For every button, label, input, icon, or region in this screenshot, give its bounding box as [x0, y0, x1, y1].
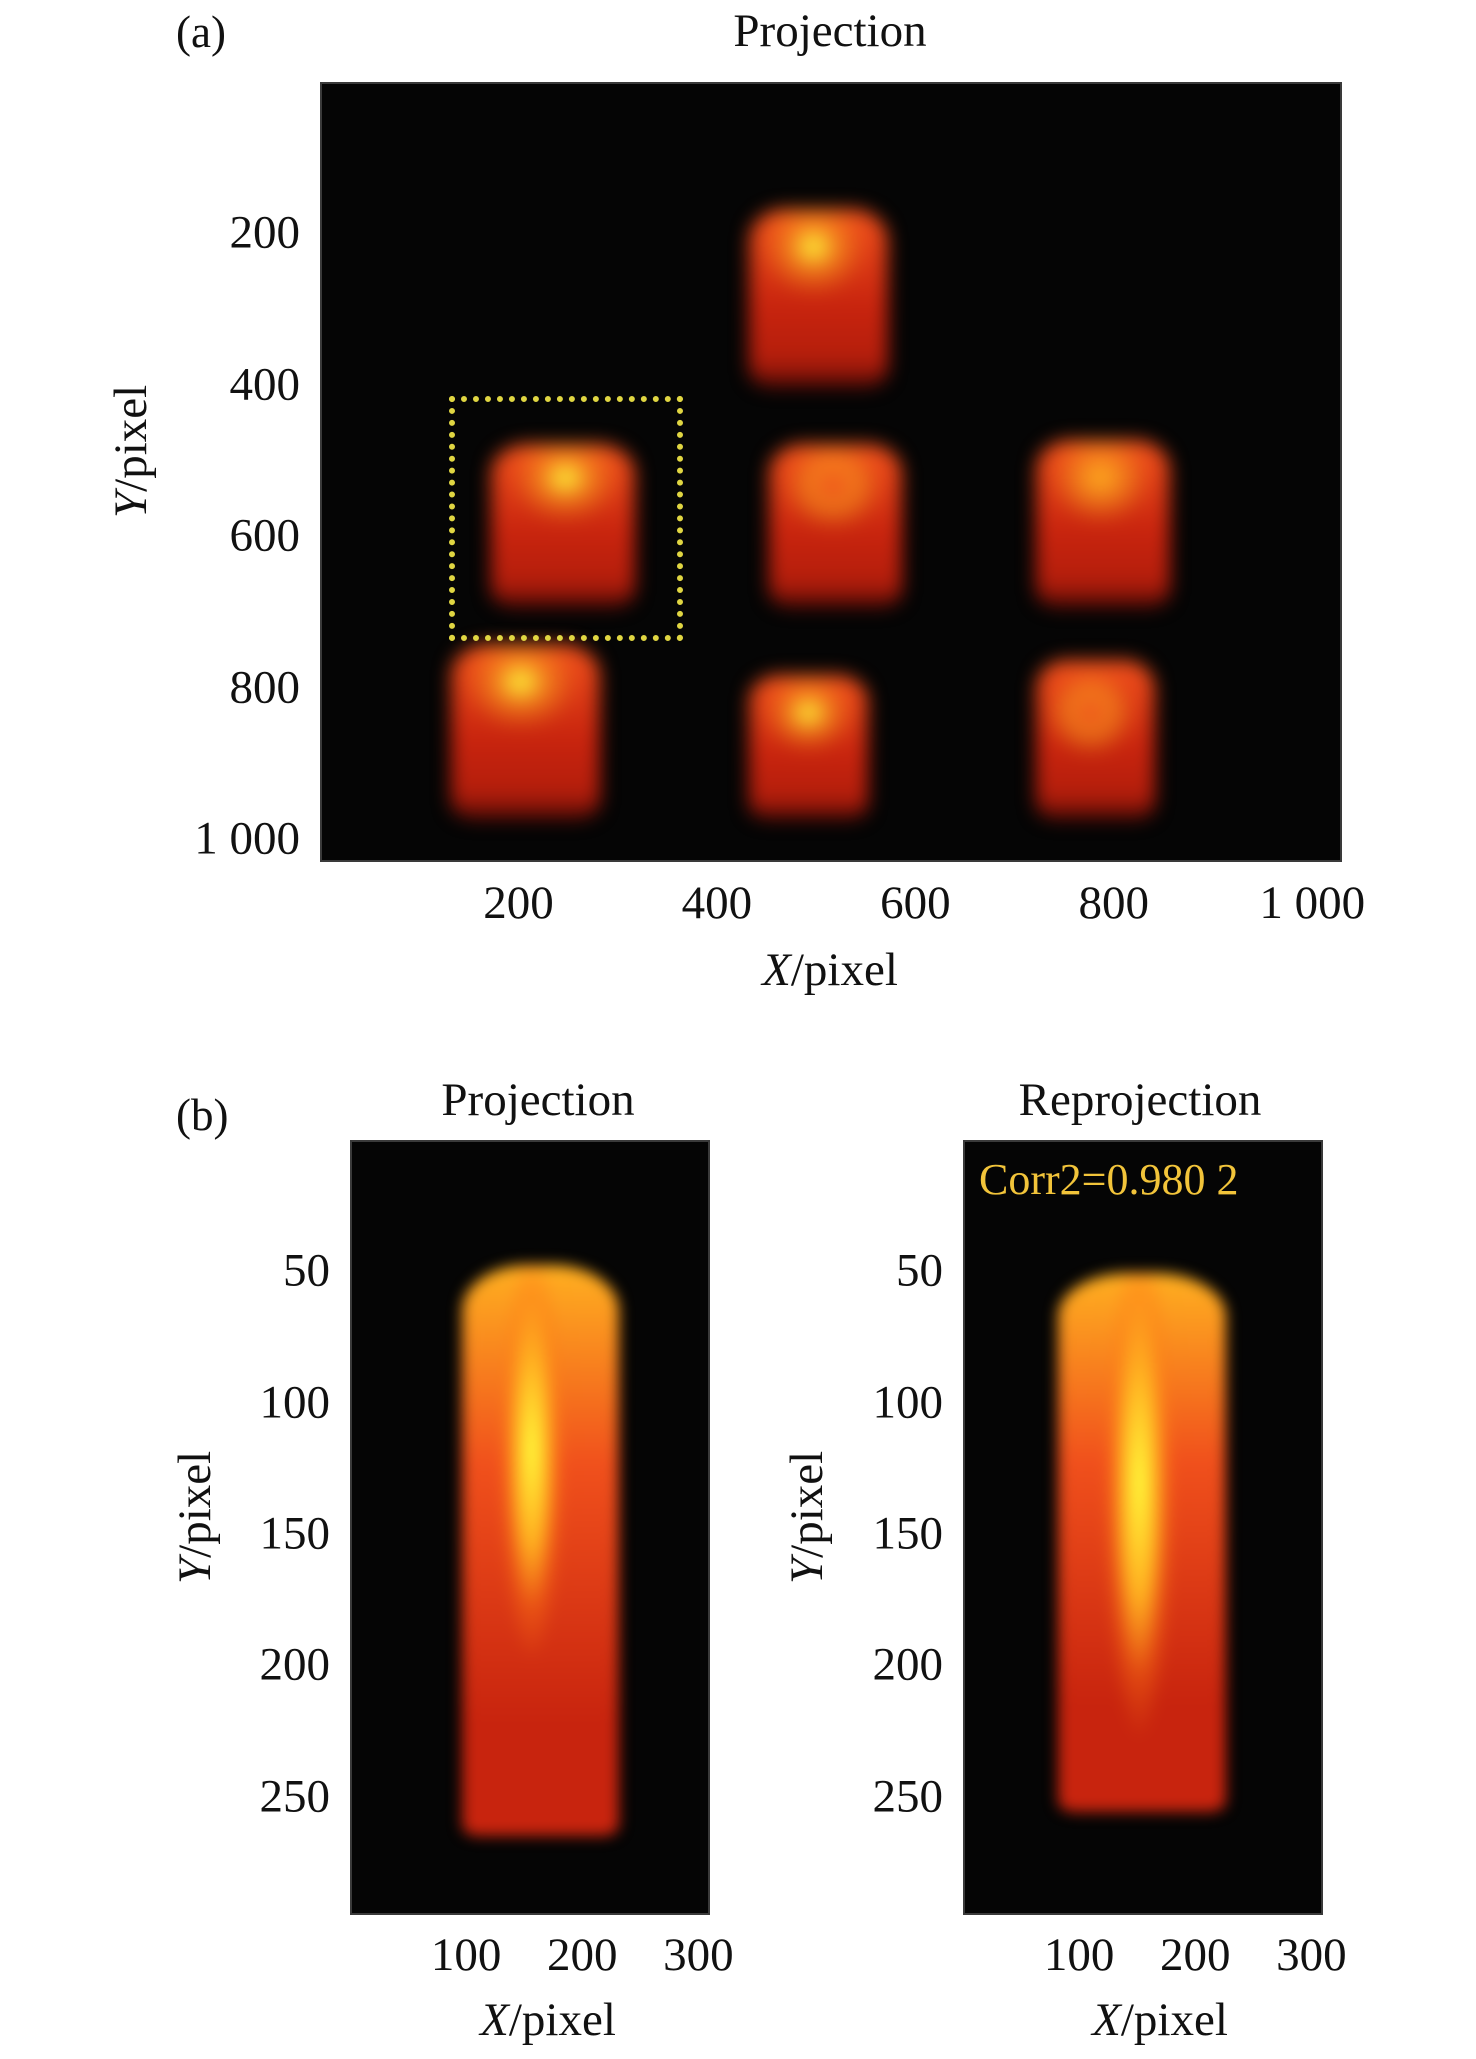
chart-a-x-tick-label: 600	[880, 877, 951, 929]
chart-b-left-y-tick-label: 50	[283, 1244, 330, 1297]
chart-b-left-plot-area	[350, 1140, 710, 1915]
chart-b-right-blob-source	[1057, 1273, 1227, 1812]
chart-a-blob-middle-right	[1036, 439, 1171, 607]
chart-b-right-x-tick-label: 200	[1160, 1929, 1231, 1981]
chart-b-left-x-axis-label: X/pixel	[480, 1997, 616, 2044]
chart-b-left-y-axis-unit: /pixel	[169, 1450, 221, 1558]
chart-b-left-y-axis-label: Y/pixel	[169, 1450, 221, 1584]
chart-a-plot-area	[320, 82, 1342, 862]
chart-a-x-axis-unit: /pixel	[790, 944, 898, 996]
chart-b-right-x-axis-var: X	[1092, 1994, 1121, 2046]
chart-a-blob-top-center	[748, 208, 888, 387]
chart-b-right-x-axis-unit: /pixel	[1120, 1994, 1228, 2046]
chart-b-left-x-axis-var: X	[480, 1994, 509, 2046]
chart-a-x-axis-var: X	[762, 944, 791, 996]
chart-b-left-y-tick-label: 150	[259, 1507, 331, 1560]
chart-a-x-tick-label: 800	[1078, 877, 1150, 929]
chart-b-left-x-tick-label: 100	[430, 1929, 502, 1981]
chart-a-x-tick-label: 200	[483, 877, 554, 929]
chart-b-right-x-tick-label: 100	[1043, 1929, 1115, 1981]
chart-a-blob-middle-center	[768, 443, 903, 607]
chart-b-left-title: Projection	[441, 1074, 635, 1126]
chart-a-y-tick-label: 1 000	[194, 812, 300, 865]
chart-b-right-correlation-annotation: Corr2=0.980 2	[979, 1155, 1239, 1204]
chart-b-right-y-axis-unit: /pixel	[781, 1450, 833, 1558]
chart-b-left-y-tick-label: 200	[259, 1638, 331, 1691]
chart-a-y-tick-label: 800	[229, 661, 301, 714]
chart-b-right-y-tick-label: 250	[872, 1770, 944, 1823]
chart-b-right-y-tick-label: 100	[872, 1376, 944, 1429]
chart-a-y-axis-var: Y	[105, 491, 157, 518]
panel-a-label: (a)	[176, 7, 226, 57]
chart-a-blob-middle-left	[490, 443, 635, 607]
chart-a-y-tick-label: 200	[229, 206, 301, 259]
panel-b-label: (b)	[176, 1090, 229, 1140]
chart-a-x-tick-label: 400	[681, 877, 753, 929]
chart-a-y-axis-label: Y/pixel	[105, 384, 157, 518]
chart-a-y-axis-unit: /pixel	[105, 384, 157, 492]
chart-b-right-plot-area: Corr2=0.980 2	[963, 1140, 1323, 1915]
chart-b-right-y-tick-label: 200	[872, 1638, 944, 1691]
chart-a-x-axis-label: X/pixel	[762, 947, 898, 994]
chart-b-right-y-axis-var: Y	[781, 1557, 833, 1584]
chart-b-left-x-tick-label: 300	[663, 1929, 734, 1981]
chart-b-left-y-tick-label: 250	[259, 1770, 331, 1823]
chart-a-blob-bottom-center	[748, 674, 868, 819]
chart-b-left-x-axis-unit: /pixel	[508, 1994, 616, 2046]
chart-a-blob-bottom-left	[450, 644, 600, 819]
chart-b-left-y-tick-label: 100	[259, 1376, 331, 1429]
chart-b-left-x-tick-label: 200	[547, 1929, 618, 1981]
chart-b-right-x-axis-label: X/pixel	[1092, 1997, 1228, 2044]
chart-a-title: Projection	[733, 5, 927, 57]
chart-b-right-x-tick-label: 300	[1276, 1929, 1347, 1981]
chart-a-blob-bottom-right	[1036, 659, 1156, 819]
chart-a-roi-box	[449, 396, 684, 642]
chart-a-y-tick-label: 400	[229, 358, 301, 411]
chart-b-right-y-tick-label: 50	[896, 1244, 943, 1297]
chart-b-left-y-axis-var: Y	[169, 1557, 221, 1584]
chart-b-right-y-axis-label: Y/pixel	[781, 1450, 833, 1584]
chart-a-y-tick-label: 600	[229, 509, 301, 562]
chart-b-left-blob-source	[462, 1265, 620, 1836]
chart-a-x-tick-label: 1 000	[1259, 877, 1366, 929]
chart-b-right-y-tick-label: 150	[872, 1507, 944, 1560]
chart-b-right-title: Reprojection	[1018, 1074, 1262, 1126]
